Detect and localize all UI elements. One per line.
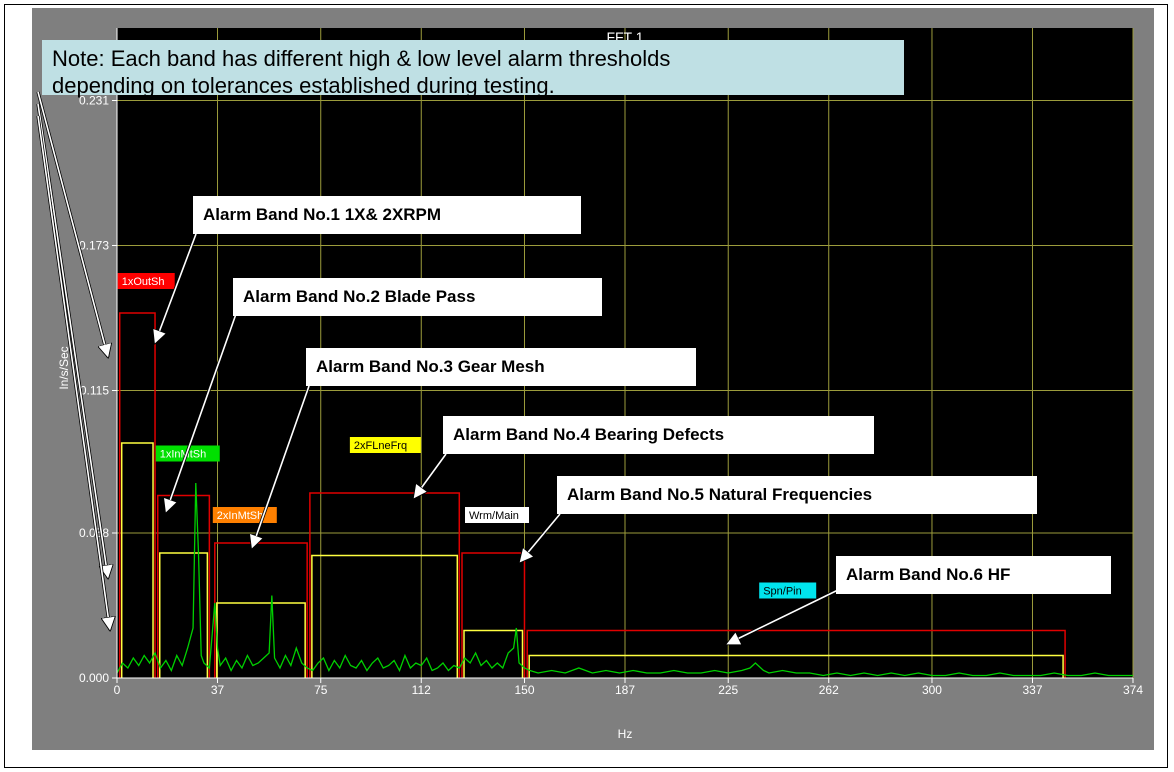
callout-band-2: Alarm Band No.2 Blade Pass <box>233 278 602 316</box>
low-alarm-band-4 <box>311 554 459 678</box>
low-alarm-band-6 <box>528 654 1064 678</box>
note-line-1: Note: Each band has different high & low… <box>52 46 671 71</box>
band-label-text: 1xInMtSh <box>160 449 206 461</box>
band-label-text: 2xFLneFrq <box>354 440 407 452</box>
callout-arrows <box>36 91 839 646</box>
x-tick-label: 75 <box>314 683 328 697</box>
note-box: Note: Each band has different high & low… <box>42 40 904 98</box>
arrow-band-4 <box>414 453 447 498</box>
y-tick-label: 0.000 <box>79 671 109 685</box>
x-tick-label: 150 <box>514 683 534 697</box>
y-tick-label: 0.173 <box>79 239 109 253</box>
band-label-4: 2xFLneFrq <box>349 437 421 453</box>
arrow-band-2 <box>166 313 237 512</box>
x-axis-label: Hz <box>618 727 633 741</box>
band-label-box <box>759 582 817 599</box>
x-tick-label: 300 <box>922 683 942 697</box>
callout-band-1: Alarm Band No.1 1X& 2XRPM <box>193 196 581 234</box>
note-line-2: depending on tolerances established duri… <box>52 73 555 98</box>
callout-band-4: Alarm Band No.4 Bearing Defects <box>443 416 874 454</box>
band-label-box <box>349 437 421 453</box>
spectrum-series <box>116 482 1133 677</box>
x-tick-label: 337 <box>1022 683 1042 697</box>
x-tick-label: 0 <box>114 683 121 697</box>
axes: 0 37 75 112 150 187 225 262 300 337 3740.0000.0580… <box>79 28 1143 697</box>
band-label-box <box>465 507 530 523</box>
high-alarm-band-6 <box>526 629 1066 678</box>
callout-band-5: Alarm Band No.5 Natural Frequencies <box>557 476 1037 514</box>
callout-band-6: Alarm Band No.6 HF <box>836 556 1111 594</box>
note-arrow-3 <box>37 115 110 630</box>
arrow-band-5 <box>520 513 561 562</box>
band-label-1: 1xOutSh <box>117 273 175 289</box>
x-tick-label: 262 <box>819 683 839 697</box>
x-tick-label: 187 <box>615 683 635 697</box>
band-label-text: Spn/Pin <box>763 586 802 598</box>
x-tick-label: 112 <box>412 683 431 697</box>
y-axis-label: In/s/Sec <box>57 346 71 389</box>
note-arrow-2 <box>37 103 108 578</box>
band-label-text: Wrm/Main <box>469 510 519 522</box>
arrow-band-1 <box>155 233 197 343</box>
band-label-text: 1xOutSh <box>122 276 165 288</box>
high-alarm-band-4 <box>309 492 461 678</box>
x-tick-label: 225 <box>718 683 738 697</box>
y-tick-label: 0.115 <box>80 384 109 398</box>
y-tick-label: 0.231 <box>79 94 109 108</box>
band-label-box <box>117 273 175 289</box>
band-label-text: 2xInMtSh <box>217 510 263 522</box>
high-alarm-band-1 <box>118 312 156 678</box>
low-alarm-band-2 <box>158 552 209 678</box>
band-label-5: Wrm/Main <box>465 507 530 523</box>
low-alarm-band-5 <box>463 629 524 678</box>
x-tick-label: 37 <box>211 683 225 697</box>
x-tick-label: 374 <box>1123 683 1143 697</box>
alarm-bands: 1xOutSh 1xInMtSh 2xInMtSh 2xFLneFrq Wrm/Main… <box>117 273 1066 678</box>
arrow-band-3 <box>252 385 310 548</box>
callout-band-3: Alarm Band No.3 Gear Mesh <box>306 348 696 386</box>
spectrum-line <box>116 482 1133 677</box>
high-alarm-band-5 <box>461 552 526 678</box>
high-alarm-band-2 <box>156 494 211 678</box>
note-arrow-1 <box>37 91 108 357</box>
band-label-6: Spn/Pin <box>759 582 817 599</box>
arrow-band-6 <box>727 589 839 644</box>
low-alarm-band-1 <box>120 442 154 678</box>
